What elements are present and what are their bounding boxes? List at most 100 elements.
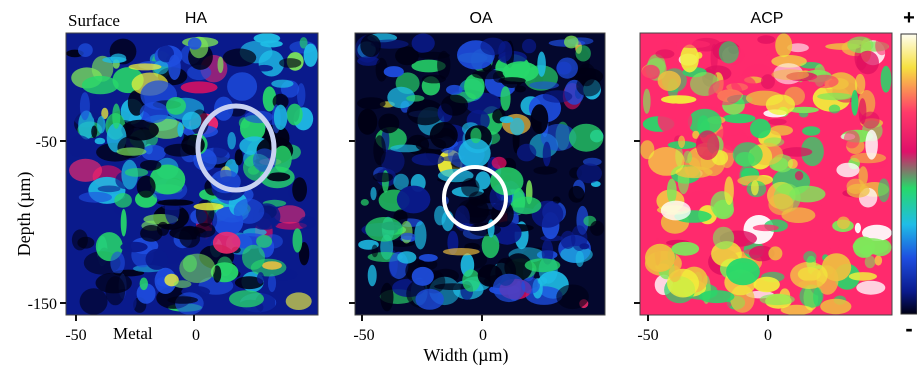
heatmap-cell bbox=[850, 152, 887, 164]
heatmap-cell bbox=[167, 296, 198, 304]
heatmap-cell bbox=[124, 168, 149, 177]
heatmap-cell bbox=[257, 272, 265, 284]
heatmap-cell bbox=[481, 232, 500, 259]
heatmap-frame-ha bbox=[65, 32, 319, 316]
heatmap-cell bbox=[179, 253, 216, 283]
heatmap-cell bbox=[655, 49, 675, 59]
heatmap-cell bbox=[641, 64, 660, 80]
heatmap-cell bbox=[262, 261, 282, 270]
heatmap-cell bbox=[273, 205, 306, 224]
heatmap-cell bbox=[802, 126, 821, 136]
heatmap-cell bbox=[229, 290, 264, 308]
heatmap-cell bbox=[542, 90, 573, 103]
heatmap-cell bbox=[256, 234, 273, 248]
heatmap-cell bbox=[367, 264, 377, 287]
heatmap-cell bbox=[441, 94, 469, 116]
heatmap-cell bbox=[273, 145, 292, 173]
heatmap-cell bbox=[759, 293, 795, 306]
heatmap-cell bbox=[475, 171, 491, 190]
heatmap-cell bbox=[645, 243, 675, 272]
heatmap-cell bbox=[502, 61, 539, 83]
heatmap-cell bbox=[742, 36, 760, 60]
y-tick-label: -150 bbox=[28, 296, 57, 313]
heatmap-cell bbox=[862, 224, 892, 241]
heatmap-cell bbox=[145, 248, 168, 270]
heatmap-cell bbox=[227, 132, 236, 150]
heatmap-cell bbox=[395, 46, 419, 66]
heatmap-cell bbox=[751, 180, 759, 196]
heatmap-cell bbox=[157, 45, 174, 63]
heatmap-cell bbox=[234, 149, 243, 166]
heatmap-cell bbox=[139, 277, 148, 291]
heatmap-cell bbox=[141, 144, 166, 161]
heatmap-cell bbox=[671, 241, 700, 256]
heatmap-cell bbox=[371, 244, 379, 258]
heatmap-cell bbox=[116, 147, 147, 156]
heatmap-cell bbox=[375, 57, 388, 82]
heatmap-cell bbox=[400, 232, 416, 240]
heatmap-cell bbox=[421, 74, 446, 84]
heatmap-cell bbox=[576, 163, 602, 184]
heatmap-cell bbox=[213, 142, 229, 158]
heatmap-cell bbox=[789, 185, 826, 203]
heatmap-cell bbox=[121, 119, 159, 141]
heatmap-cell bbox=[828, 234, 840, 251]
heatmap-cell bbox=[794, 171, 804, 181]
heatmap-cell bbox=[875, 36, 889, 56]
heatmap-cell bbox=[260, 40, 283, 48]
heatmap-cell bbox=[262, 86, 277, 112]
heatmap-cell bbox=[227, 72, 258, 101]
heatmap-cell bbox=[848, 272, 878, 281]
metal-label: Metal bbox=[113, 324, 153, 343]
heatmap-cell bbox=[828, 104, 841, 114]
heatmap-cell bbox=[468, 191, 488, 207]
heatmap-cell bbox=[798, 280, 823, 289]
heatmap-cell bbox=[91, 125, 98, 138]
heatmap-cell bbox=[878, 178, 890, 203]
heatmap-cell bbox=[800, 136, 824, 167]
panel-ha: HA -50 -150 -50 0 bbox=[28, 10, 319, 344]
heatmap-cell bbox=[726, 258, 760, 286]
heatmap-cell bbox=[510, 196, 542, 215]
heatmap-cell bbox=[813, 287, 823, 307]
heatmap-cell bbox=[397, 251, 417, 264]
heatmap-cell bbox=[771, 69, 809, 81]
heatmap-cell bbox=[78, 43, 93, 57]
heatmap-cell bbox=[643, 88, 651, 114]
heatmap-cell bbox=[724, 176, 734, 205]
heatmap-cell bbox=[854, 222, 862, 234]
heatmap-cell bbox=[499, 116, 514, 124]
heatmap-cell bbox=[569, 123, 604, 152]
heatmap-cell bbox=[760, 74, 775, 89]
heatmap-cell bbox=[568, 185, 585, 203]
heatmap-cell bbox=[79, 92, 90, 121]
panel-title-acp: ACP bbox=[751, 10, 784, 27]
heatmap-cell bbox=[530, 104, 549, 134]
heatmap-cell bbox=[712, 226, 735, 250]
heatmap-cell bbox=[112, 103, 121, 129]
heatmap-cell bbox=[365, 217, 403, 242]
heatmap-cell bbox=[187, 37, 202, 50]
heatmap-cell bbox=[781, 147, 813, 157]
heatmap-cell bbox=[687, 108, 722, 135]
heatmap-cell bbox=[128, 63, 162, 71]
colorbar-minus-label: - bbox=[905, 316, 912, 341]
heatmap-cell bbox=[516, 143, 537, 162]
heatmap-cell bbox=[372, 172, 393, 183]
heatmap-cell bbox=[708, 79, 743, 106]
heatmap-cell bbox=[303, 43, 318, 67]
heatmap-cell bbox=[114, 193, 132, 208]
heatmap-cell bbox=[683, 150, 693, 164]
y-axis-label: Depth (µm) bbox=[14, 172, 35, 257]
heatmap-cell bbox=[660, 200, 691, 221]
heatmap-cell bbox=[788, 106, 819, 114]
heatmap-cell bbox=[275, 221, 307, 230]
heatmap-cell bbox=[853, 236, 875, 258]
heatmap-cell bbox=[166, 97, 186, 115]
heatmap-cell bbox=[767, 118, 787, 126]
heatmap-cell bbox=[537, 51, 546, 77]
heatmap-texture-oa bbox=[355, 33, 605, 312]
heatmap-cell bbox=[856, 50, 879, 75]
heatmap-cell bbox=[818, 159, 832, 179]
heatmap-cell bbox=[90, 95, 101, 120]
